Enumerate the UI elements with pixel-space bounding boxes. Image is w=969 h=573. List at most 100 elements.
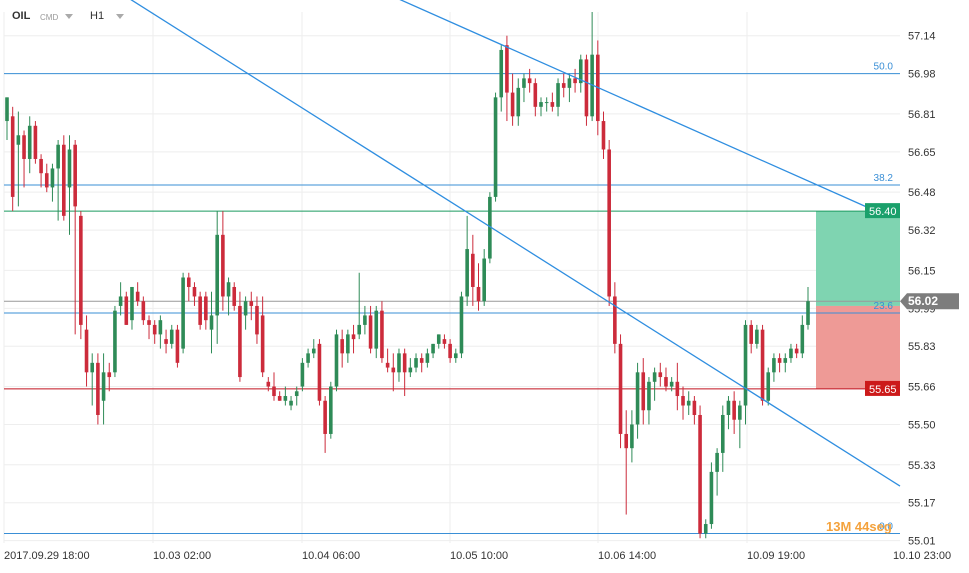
candle-body (266, 381, 271, 387)
countdown-seconds: 44seg (855, 519, 892, 534)
y-axis-tick-label: 56.48 (908, 187, 936, 199)
candle-body (294, 391, 299, 397)
candle-body (62, 144, 66, 216)
candle-body (141, 301, 146, 321)
instrument-dropdown-icon[interactable] (65, 14, 73, 19)
y-axis-tick-label: 56.65 (908, 147, 936, 159)
candle-body (760, 329, 765, 401)
candle-body (794, 348, 799, 354)
instrument-type-label: CMD (40, 13, 59, 22)
candle-body (39, 158, 43, 174)
candle-body (544, 102, 549, 104)
countdown-minutes: 13M (826, 519, 855, 534)
candle-body (22, 135, 26, 159)
candle-body (5, 97, 9, 122)
candle-body (130, 286, 134, 321)
stop-loss-badge-shape (865, 380, 900, 396)
candle-body (300, 362, 305, 387)
trend-line (399, 0, 877, 212)
candle-body (380, 310, 384, 359)
candle-body (635, 372, 640, 425)
candle-body (204, 296, 208, 321)
candle-body (641, 372, 646, 411)
candle-body (448, 343, 452, 359)
candle-body (107, 372, 112, 378)
candle-body (44, 173, 49, 188)
candle-body (476, 286, 481, 302)
candle-body (84, 329, 89, 373)
candle-body (720, 414, 725, 453)
candle-body (516, 87, 521, 117)
candle-body (783, 358, 788, 363)
candle-body (601, 121, 606, 150)
candle-body (806, 301, 810, 325)
candle-body (374, 310, 379, 349)
candle-body (357, 324, 362, 335)
candle-body (755, 329, 759, 344)
candle-body (658, 372, 663, 378)
candle-body (16, 135, 21, 145)
y-axis-tick-label: 55.50 (908, 419, 936, 431)
symbol-label[interactable]: OIL (12, 10, 31, 22)
candle-body (766, 372, 771, 401)
candle-body (226, 282, 231, 297)
x-axis-tick-label: 10.09 19:00 (747, 550, 805, 562)
candle-body (385, 362, 390, 368)
candle-body (647, 381, 651, 411)
candle-body (255, 305, 259, 335)
y-axis-tick-label: 56.15 (908, 265, 936, 277)
candle-body (499, 49, 504, 98)
candle-body (124, 296, 129, 325)
candle-body (698, 414, 702, 534)
candle-body (493, 97, 498, 197)
candle-body (323, 400, 327, 434)
candle-body (283, 396, 288, 401)
stop-loss-zone (816, 305, 900, 389)
candle-body (289, 400, 293, 406)
y-axis-tick-label: 55.01 (908, 536, 936, 548)
candle-body (346, 334, 350, 354)
x-axis-tick-label: 10.05 10:00 (450, 550, 508, 562)
current-price-badge-shape (900, 293, 959, 310)
candle-body (527, 78, 532, 84)
candle-body (488, 196, 492, 259)
candle-body (777, 358, 782, 363)
timeframe-selector[interactable]: H1 (90, 10, 105, 22)
candle-body (533, 83, 538, 107)
candle-body (306, 353, 310, 363)
candle-body (800, 324, 805, 354)
candle-body (118, 296, 123, 306)
candle-body (669, 381, 674, 387)
candle-body (613, 296, 617, 344)
candle-body (181, 277, 185, 349)
candle-body (243, 301, 248, 316)
candle-body (79, 215, 83, 325)
candle-body (90, 362, 95, 373)
timeframe-dropdown-icon[interactable] (116, 14, 124, 19)
candle-body (221, 234, 225, 297)
take-profit-badge-text: 56.40 (869, 206, 897, 218)
candle-body (329, 386, 333, 434)
candle-body (442, 339, 447, 344)
candle-body (334, 334, 339, 387)
candle-body (56, 144, 60, 169)
candle-body (232, 286, 237, 306)
candle-body (419, 358, 424, 363)
x-axis-tick-label: 10.03 02:00 (153, 550, 211, 562)
y-axis-tick-label: 56.81 (908, 109, 936, 121)
candle-body (260, 315, 265, 373)
candle-body (351, 334, 356, 340)
candle-body (10, 116, 15, 197)
candle-body (363, 315, 367, 325)
candle-body (505, 45, 509, 93)
candle-body (584, 59, 589, 117)
current-price-badge-text: 56.02 (908, 294, 938, 308)
candle-body (465, 249, 469, 297)
candle-body (340, 339, 344, 354)
candle-body (402, 353, 407, 373)
candle-body (482, 258, 486, 302)
candle-body (368, 315, 373, 349)
candle-body (459, 296, 464, 354)
candle-body (113, 310, 117, 373)
